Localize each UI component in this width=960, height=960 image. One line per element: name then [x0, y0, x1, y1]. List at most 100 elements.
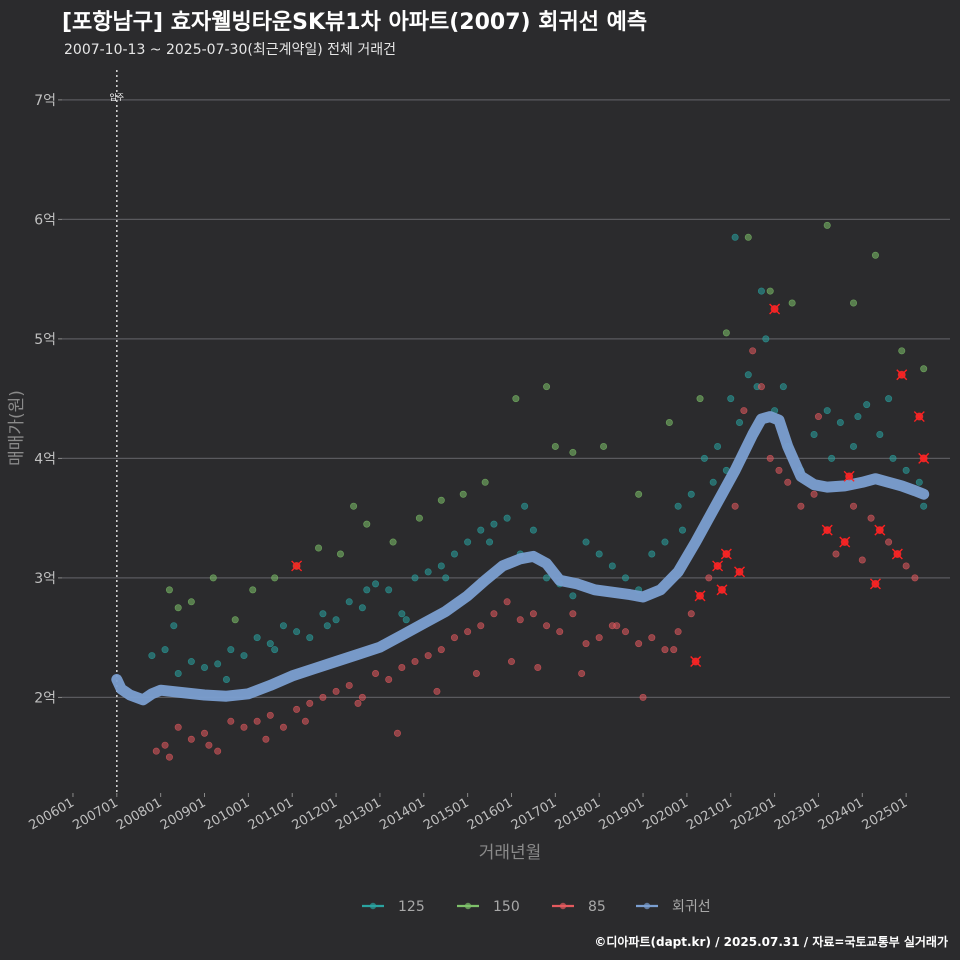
point-150 — [363, 520, 371, 528]
point-125 — [464, 538, 472, 546]
highlight-cross — [869, 578, 881, 590]
point-150 — [187, 598, 195, 606]
move-in-annotation: 입주 — [109, 93, 124, 102]
point-85 — [345, 681, 353, 689]
point-85 — [174, 723, 182, 731]
point-125 — [319, 610, 327, 618]
point-150 — [165, 586, 173, 594]
point-125 — [915, 478, 923, 486]
legend-label-85: 85 — [588, 899, 606, 915]
point-125 — [490, 520, 498, 528]
point-125 — [450, 550, 458, 558]
chart-title: [포항남구] 효자웰빙타운SK뷰1차 아파트(2007) 회귀선 예측 — [62, 10, 647, 35]
point-125 — [402, 616, 410, 624]
point-125 — [810, 430, 818, 438]
highlight-cross — [734, 566, 746, 578]
highlight-cross — [769, 303, 781, 315]
point-85 — [648, 634, 656, 642]
point-125 — [398, 610, 406, 618]
point-85 — [595, 634, 603, 642]
point-125 — [187, 658, 195, 666]
point-85 — [187, 735, 195, 743]
point-85 — [306, 699, 314, 707]
point-150 — [850, 299, 858, 307]
point-85 — [582, 640, 590, 648]
highlight-cross — [896, 369, 908, 381]
point-125 — [323, 622, 331, 630]
highlight-cross — [891, 548, 903, 560]
highlight-cross — [690, 656, 702, 668]
highlight-cross — [843, 470, 855, 482]
point-125 — [828, 454, 836, 462]
point-85 — [477, 622, 485, 630]
point-85 — [214, 747, 222, 755]
point-85 — [850, 502, 858, 510]
y-tick-label: 4억 — [34, 451, 56, 467]
point-85 — [161, 741, 169, 749]
point-125 — [521, 502, 529, 510]
legend-label-회귀선: 회귀선 — [672, 899, 711, 915]
point-85 — [797, 502, 805, 510]
legend-swatch-dot-회귀선 — [643, 902, 651, 910]
point-125 — [385, 586, 393, 594]
point-85 — [757, 383, 765, 391]
point-125 — [253, 634, 261, 642]
point-125 — [608, 562, 616, 570]
point-150 — [569, 448, 577, 456]
point-85 — [529, 610, 537, 618]
point-125 — [823, 407, 831, 415]
point-125 — [372, 580, 380, 588]
point-85 — [293, 705, 301, 713]
point-85 — [205, 741, 213, 749]
point-125 — [744, 371, 752, 379]
point-125 — [424, 568, 432, 576]
point-150 — [512, 395, 520, 403]
point-85 — [464, 628, 472, 636]
point-125 — [687, 490, 695, 498]
point-125 — [161, 646, 169, 654]
point-125 — [486, 538, 494, 546]
point-85 — [635, 640, 643, 648]
point-150 — [315, 544, 323, 552]
point-125 — [902, 466, 910, 474]
point-125 — [227, 646, 235, 654]
point-85 — [858, 556, 866, 564]
y-tick-label: 5억 — [34, 332, 56, 348]
point-150 — [722, 329, 730, 337]
point-150 — [249, 586, 257, 594]
point-125 — [271, 646, 279, 654]
point-125 — [889, 454, 897, 462]
point-125 — [306, 634, 314, 642]
highlight-cross — [716, 584, 728, 596]
point-85 — [262, 735, 270, 743]
point-85 — [784, 478, 792, 486]
point-125 — [345, 598, 353, 606]
point-125 — [477, 526, 485, 534]
point-125 — [876, 430, 884, 438]
point-85 — [569, 610, 577, 618]
legend-swatch-dot-150 — [464, 902, 472, 910]
point-125 — [279, 622, 287, 630]
highlight-cross — [694, 590, 706, 602]
point-85 — [687, 610, 695, 618]
point-125 — [529, 526, 537, 534]
point-150 — [665, 419, 673, 427]
point-125 — [836, 419, 844, 427]
point-125 — [358, 604, 366, 612]
point-125 — [854, 413, 862, 421]
legend-label-125: 125 — [398, 899, 425, 915]
point-125 — [201, 664, 209, 672]
point-85 — [670, 646, 678, 654]
regression-line-layer — [111, 411, 930, 706]
point-85 — [319, 693, 327, 701]
point-150 — [920, 365, 928, 373]
highlight-cross — [918, 452, 930, 464]
point-125 — [736, 419, 744, 427]
point-125 — [679, 526, 687, 534]
legend-swatch-dot-125 — [369, 902, 377, 910]
point-125 — [850, 442, 858, 450]
point-85 — [534, 664, 542, 672]
annotation-layer: 입주 — [109, 70, 124, 793]
point-125 — [442, 574, 450, 582]
point-150 — [336, 550, 344, 558]
